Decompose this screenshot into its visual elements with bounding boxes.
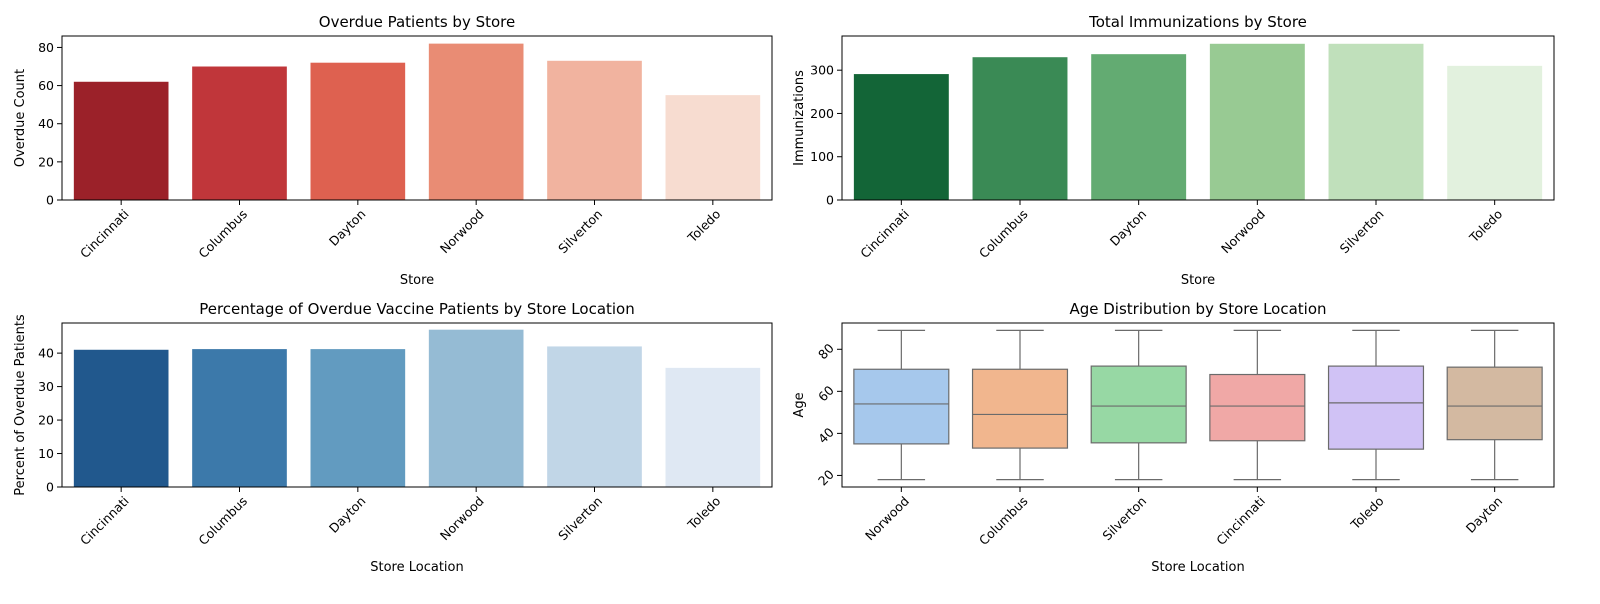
x-axis-label: Store Location (370, 560, 463, 575)
box-cincinnati (1209, 329, 1306, 481)
x-tick-label: Toledo (1466, 206, 1506, 246)
axes-frame (61, 35, 773, 201)
bar-toledo (665, 367, 761, 487)
x-tick-label: Silverton (1337, 206, 1387, 256)
bar-columbus (972, 57, 1068, 200)
y-tick-label: 80 (38, 40, 54, 55)
bar-toledo (665, 95, 761, 200)
chart-title: Overdue Patients by Store (319, 13, 515, 31)
bar-dayton (310, 62, 406, 200)
y-tick-label: 30 (38, 379, 54, 394)
x-tick-label: Silverton (1099, 493, 1149, 543)
y-tick-label: 20 (38, 154, 54, 169)
chart-2: Total Immunizations by Store 0 100 200 300 Ci… (792, 13, 1555, 288)
y-tick-label: 60 (815, 382, 837, 404)
x-tick-label: Norwood (437, 206, 487, 256)
x-tick-label: Toledo (684, 206, 724, 246)
x-tick-label: Columbus (976, 206, 1031, 261)
bar-norwood (428, 329, 524, 487)
y-axis-label: Immunizations (792, 70, 807, 166)
bar-columbus (192, 66, 287, 200)
chart-1: Overdue Patients by Store 0 20 40 60 80 Cincin… (13, 13, 773, 288)
y-tick-label: 80 (815, 340, 837, 362)
box-columbus (971, 329, 1069, 481)
y-tick-label: 40 (815, 425, 837, 447)
bar-dayton (310, 349, 406, 487)
iqr-box (971, 368, 1069, 449)
y-tick-label: 100 (810, 149, 834, 164)
bar-silverton (547, 346, 642, 487)
bar-norwood (1209, 43, 1305, 201)
bar-columbus (192, 349, 287, 487)
y-axis-label: Percent of Overdue Patients (13, 314, 28, 496)
x-axis-label: Store (1181, 273, 1215, 288)
iqr-box (853, 368, 950, 445)
box-dayton (1446, 329, 1543, 481)
iqr-box (1090, 365, 1187, 444)
x-tick-label: Norwood (862, 493, 912, 543)
x-axis-label: Store Location (1151, 560, 1244, 575)
bar-norwood (428, 43, 524, 201)
y-tick-label: 0 (826, 193, 834, 208)
y-tick-label: 40 (38, 116, 54, 131)
bar-dayton (1091, 54, 1187, 201)
axes-frame (841, 35, 1555, 201)
bar-cincinnati (73, 349, 169, 487)
x-tick-label: Dayton (326, 493, 369, 536)
x-tick-label: Cincinnati (77, 493, 132, 548)
box-silverton (1090, 329, 1187, 481)
y-tick-label: 0 (46, 480, 54, 495)
iqr-box (1446, 366, 1543, 441)
x-tick-label: Cincinnati (1213, 493, 1268, 548)
x-tick-label: Columbus (976, 493, 1031, 548)
y-tick-label: 20 (815, 467, 837, 489)
box-norwood (853, 329, 950, 481)
chart-title: Age Distribution by Store Location (1069, 300, 1326, 318)
x-tick-label: Dayton (326, 206, 369, 249)
y-axis-label: Age (792, 392, 807, 417)
chart-title: Total Immunizations by Store (1088, 13, 1307, 31)
y-tick-label: 0 (46, 193, 54, 208)
y-tick-label: 60 (38, 78, 54, 93)
bar-cincinnati (853, 74, 949, 200)
iqr-box (1327, 365, 1425, 450)
x-tick-label: Silverton (555, 206, 605, 256)
axes-frame (841, 322, 1555, 488)
y-tick-label: 10 (38, 446, 54, 461)
x-tick-label: Dayton (1107, 206, 1150, 249)
box-toledo (1327, 329, 1425, 481)
y-tick-label: 300 (810, 63, 834, 78)
y-tick-label: 20 (38, 413, 54, 428)
x-axis-label: Store (400, 273, 434, 288)
chart-3: Percentage of Overdue Vaccine Patients b… (13, 300, 773, 575)
bar-silverton (547, 60, 642, 201)
x-tick-label: Norwood (437, 493, 487, 543)
bar-toledo (1447, 65, 1543, 201)
bar-silverton (1328, 43, 1424, 201)
x-tick-label: Dayton (1463, 493, 1506, 536)
y-tick-label: 40 (38, 346, 54, 361)
x-tick-label: Cincinnati (857, 206, 912, 261)
x-tick-label: Cincinnati (77, 206, 132, 261)
y-tick-label: 200 (810, 106, 834, 121)
iqr-box (1209, 373, 1306, 442)
chart-4: Age Distribution by Store Location 20 40 60… (792, 300, 1555, 575)
x-tick-label: Columbus (195, 493, 250, 548)
x-tick-label: Toledo (1347, 493, 1387, 533)
x-tick-label: Silverton (555, 493, 605, 543)
x-tick-label: Columbus (195, 206, 250, 261)
chart-title: Percentage of Overdue Vaccine Patients b… (199, 300, 635, 318)
bar-cincinnati (73, 81, 169, 200)
x-tick-label: Norwood (1218, 206, 1268, 256)
y-axis-label: Overdue Count (13, 69, 28, 167)
x-tick-label: Toledo (684, 493, 724, 533)
axes-frame (61, 322, 773, 488)
